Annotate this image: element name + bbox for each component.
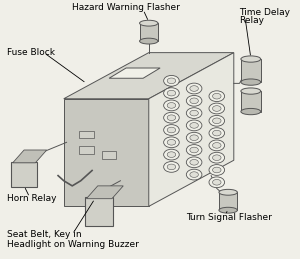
Ellipse shape — [186, 120, 202, 131]
Ellipse shape — [164, 88, 179, 98]
FancyBboxPatch shape — [85, 197, 113, 226]
Ellipse shape — [209, 103, 225, 114]
Polygon shape — [64, 53, 234, 99]
Bar — [219, 192, 237, 210]
Ellipse shape — [186, 145, 202, 155]
Ellipse shape — [167, 164, 176, 170]
Ellipse shape — [164, 137, 179, 148]
Ellipse shape — [209, 140, 225, 151]
Ellipse shape — [212, 106, 221, 111]
Ellipse shape — [219, 207, 237, 213]
Ellipse shape — [241, 56, 261, 62]
Ellipse shape — [186, 157, 202, 168]
Ellipse shape — [241, 79, 261, 85]
Ellipse shape — [241, 109, 261, 115]
Ellipse shape — [164, 162, 179, 172]
Ellipse shape — [186, 83, 202, 94]
Ellipse shape — [212, 155, 221, 161]
Ellipse shape — [186, 95, 202, 106]
Ellipse shape — [212, 118, 221, 124]
Ellipse shape — [190, 123, 198, 128]
Ellipse shape — [164, 125, 179, 135]
Ellipse shape — [190, 86, 198, 91]
Ellipse shape — [186, 169, 202, 180]
Text: Hazard Warning Flasher: Hazard Warning Flasher — [72, 3, 180, 12]
FancyBboxPatch shape — [11, 162, 37, 187]
Ellipse shape — [209, 165, 225, 175]
Ellipse shape — [167, 127, 176, 133]
Polygon shape — [149, 53, 234, 206]
Ellipse shape — [190, 147, 198, 153]
Bar — [102, 151, 116, 159]
Ellipse shape — [167, 90, 176, 96]
Text: Time Delay: Time Delay — [239, 9, 290, 17]
Ellipse shape — [190, 98, 198, 104]
Ellipse shape — [167, 140, 176, 145]
Ellipse shape — [209, 116, 225, 126]
Ellipse shape — [219, 189, 237, 195]
Ellipse shape — [190, 135, 198, 141]
Ellipse shape — [209, 128, 225, 139]
Ellipse shape — [140, 20, 158, 26]
Text: Fuse Block: Fuse Block — [7, 48, 55, 57]
Bar — [241, 91, 261, 112]
Ellipse shape — [212, 130, 221, 136]
Ellipse shape — [212, 142, 221, 148]
Bar — [241, 59, 261, 82]
Ellipse shape — [140, 38, 158, 44]
Ellipse shape — [167, 115, 176, 120]
Bar — [140, 23, 158, 41]
Ellipse shape — [190, 110, 198, 116]
Text: Turn Signal Flasher: Turn Signal Flasher — [186, 213, 272, 222]
Ellipse shape — [167, 152, 176, 157]
Ellipse shape — [212, 93, 221, 99]
Ellipse shape — [212, 179, 221, 185]
Ellipse shape — [241, 88, 261, 94]
Ellipse shape — [186, 108, 202, 118]
Polygon shape — [13, 150, 47, 163]
Ellipse shape — [186, 132, 202, 143]
Polygon shape — [86, 186, 123, 199]
Ellipse shape — [164, 112, 179, 123]
Ellipse shape — [164, 100, 179, 111]
Text: Headlight on Warning Buzzer: Headlight on Warning Buzzer — [7, 240, 139, 249]
Ellipse shape — [190, 160, 198, 165]
Text: Horn Relay: Horn Relay — [7, 194, 57, 203]
Ellipse shape — [212, 167, 221, 173]
Polygon shape — [64, 99, 149, 206]
Ellipse shape — [209, 152, 225, 163]
Ellipse shape — [164, 75, 179, 86]
Ellipse shape — [190, 172, 198, 177]
Polygon shape — [109, 68, 160, 78]
Ellipse shape — [209, 91, 225, 102]
Text: Relay: Relay — [239, 16, 265, 25]
Bar — [79, 131, 94, 139]
Ellipse shape — [167, 78, 176, 84]
Ellipse shape — [209, 177, 225, 188]
Ellipse shape — [167, 103, 176, 108]
Ellipse shape — [164, 149, 179, 160]
Text: Seat Belt, Key in: Seat Belt, Key in — [7, 230, 82, 239]
Bar — [79, 146, 94, 154]
